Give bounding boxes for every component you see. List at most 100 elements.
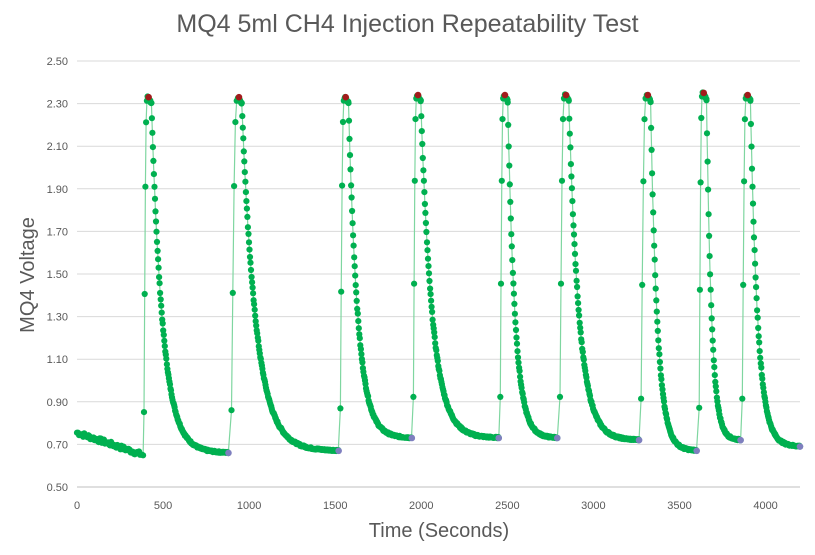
data-point bbox=[651, 242, 658, 249]
data-point bbox=[572, 261, 579, 268]
data-point bbox=[250, 290, 257, 297]
data-point bbox=[498, 177, 505, 184]
data-point bbox=[499, 116, 506, 123]
data-point bbox=[566, 115, 573, 122]
baseline-marker bbox=[796, 443, 804, 450]
data-point bbox=[510, 290, 517, 297]
data-point bbox=[571, 250, 579, 257]
data-point bbox=[570, 231, 578, 238]
data-point bbox=[651, 256, 658, 263]
data-point bbox=[429, 308, 436, 315]
x-tick-label: 3000 bbox=[581, 500, 605, 512]
data-point bbox=[505, 143, 512, 150]
data-point bbox=[149, 129, 156, 136]
data-point bbox=[649, 191, 656, 198]
data-point bbox=[347, 166, 354, 173]
data-point bbox=[708, 315, 715, 322]
baseline-marker bbox=[335, 447, 342, 455]
data-point bbox=[757, 354, 764, 361]
data-point bbox=[656, 351, 663, 358]
data-point bbox=[433, 347, 440, 354]
data-point bbox=[158, 302, 165, 309]
data-point bbox=[657, 365, 664, 372]
data-point bbox=[516, 367, 523, 375]
data-point bbox=[641, 116, 648, 123]
x-tick-label: 1500 bbox=[323, 500, 347, 512]
data-point bbox=[704, 158, 711, 165]
data-point bbox=[245, 239, 253, 246]
data-point bbox=[513, 334, 520, 341]
y-tick-label: 1.90 bbox=[47, 184, 68, 196]
peak-marker bbox=[562, 91, 570, 99]
data-point bbox=[417, 97, 424, 104]
data-point bbox=[150, 157, 157, 164]
x-tick-label: 2000 bbox=[409, 500, 433, 512]
data-point bbox=[351, 263, 358, 270]
data-point bbox=[352, 282, 359, 289]
data-point bbox=[355, 325, 362, 332]
data-point bbox=[161, 343, 168, 350]
data-point bbox=[703, 130, 711, 137]
y-tick-label: 1.70 bbox=[47, 226, 68, 238]
data-point bbox=[575, 300, 582, 307]
data-point bbox=[346, 152, 354, 159]
data-point bbox=[754, 314, 761, 321]
data-point bbox=[410, 393, 417, 400]
y-tick-label: 2.10 bbox=[47, 141, 68, 153]
data-point bbox=[652, 272, 659, 279]
data-point bbox=[252, 312, 259, 319]
data-point bbox=[706, 232, 713, 239]
data-point bbox=[517, 373, 524, 380]
data-point bbox=[707, 271, 714, 278]
data-point bbox=[710, 357, 717, 364]
data-point bbox=[425, 270, 433, 277]
data-point bbox=[705, 211, 712, 218]
data-point bbox=[353, 297, 360, 304]
data-point bbox=[706, 253, 713, 260]
data-point bbox=[148, 99, 155, 106]
peak-marker bbox=[700, 89, 708, 97]
data-point bbox=[420, 167, 427, 174]
data-point bbox=[244, 213, 251, 220]
data-point bbox=[569, 198, 576, 205]
data-point bbox=[752, 260, 759, 267]
data-point bbox=[567, 161, 575, 168]
data-point bbox=[338, 288, 345, 295]
data-point bbox=[255, 337, 262, 344]
data-point bbox=[140, 409, 148, 416]
data-point bbox=[418, 113, 425, 120]
x-axis-ticks: 0 500 1000 1500 2000 2500 3000 3500 4000 bbox=[74, 500, 778, 512]
baseline-marker bbox=[693, 447, 701, 455]
data-point bbox=[231, 183, 238, 190]
data-point bbox=[152, 208, 159, 215]
data-point bbox=[655, 337, 662, 344]
data-point bbox=[432, 340, 439, 347]
data-point bbox=[243, 198, 250, 205]
data-point bbox=[705, 186, 712, 193]
data-point bbox=[418, 128, 425, 135]
data-point bbox=[359, 359, 366, 366]
data-point bbox=[240, 135, 247, 142]
data-point bbox=[355, 318, 362, 325]
data-point bbox=[505, 121, 512, 128]
data-point bbox=[711, 372, 718, 379]
data-point bbox=[566, 130, 573, 137]
data-point bbox=[576, 312, 583, 319]
data-point bbox=[156, 274, 163, 281]
data-point bbox=[419, 140, 426, 148]
data-point bbox=[155, 256, 162, 263]
data-point bbox=[576, 319, 583, 326]
baseline-marker bbox=[408, 434, 416, 442]
data-point bbox=[251, 301, 258, 308]
data-point bbox=[246, 253, 254, 261]
data-point bbox=[354, 310, 361, 317]
data-point bbox=[573, 277, 580, 284]
y-tick-label: 2.50 bbox=[47, 56, 68, 68]
data-point bbox=[557, 280, 565, 287]
data-point bbox=[567, 144, 574, 151]
data-point bbox=[647, 99, 654, 106]
data-point bbox=[241, 158, 248, 165]
data-point bbox=[510, 280, 517, 287]
data-point bbox=[345, 117, 353, 124]
data-point bbox=[654, 318, 661, 325]
